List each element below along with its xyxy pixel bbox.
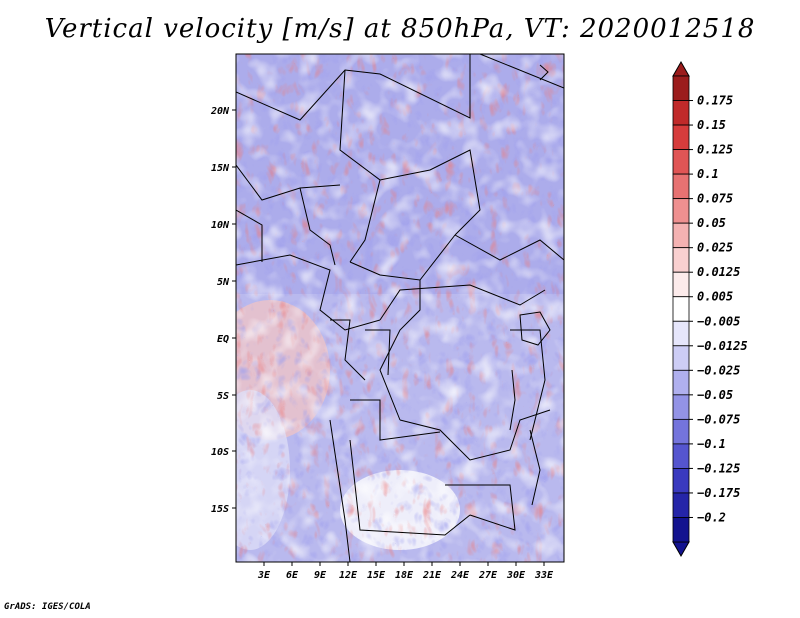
- colorbar-label: 0.075: [697, 192, 733, 206]
- colorbar-label: 0.005: [697, 290, 733, 304]
- colorbar-label: 0.0125: [697, 265, 740, 279]
- lat-label: 10S: [211, 447, 229, 458]
- colorbar-swatch: [672, 443, 690, 469]
- colorbar-min-arrow: [672, 541, 690, 558]
- lat-label: 15N: [211, 163, 230, 174]
- colorbar-swatch: [672, 100, 690, 126]
- colorbar-swatch: [672, 173, 690, 200]
- chart-title: Vertical velocity [m/s] at 850hPa, VT: 2…: [44, 14, 756, 44]
- colorbar-swatch: [672, 222, 690, 249]
- colorbar: 0.175 0.15 0.125 0.1 0.075 0.05 0.025 0.0125 0.0…: [672, 60, 748, 558]
- lat-axis: 20N 15N 10N 5N EQ 5S 10S 15S: [210, 106, 236, 515]
- colorbar-label: 0.15: [697, 118, 726, 132]
- colorbar-swatch: [672, 320, 690, 347]
- lat-label: 20N: [210, 106, 230, 117]
- colorbar-label: 0.175: [697, 94, 733, 108]
- lon-label: 27E: [478, 570, 498, 581]
- colorbar-swatch: [672, 369, 690, 396]
- colorbar-label: 0.025: [697, 241, 733, 255]
- colorbar-swatch: [672, 394, 690, 420]
- colorbar-label: 0.125: [697, 143, 733, 157]
- colorbar-swatch: [672, 75, 690, 101]
- lon-label: 33E: [534, 570, 554, 581]
- colorbar-max-arrow: [672, 60, 690, 77]
- colorbar-swatch: [672, 247, 690, 273]
- colorbar-label: −0.125: [697, 461, 740, 475]
- lat-label: EQ: [217, 334, 229, 345]
- colorbar-label: −0.2: [697, 510, 726, 524]
- colorbar-swatch: [672, 271, 690, 298]
- lon-label: 24E: [450, 570, 470, 581]
- colorbar-label: −0.05: [697, 388, 733, 402]
- colorbar-swatch: [672, 492, 690, 518]
- lon-label: 6E: [286, 570, 299, 581]
- map-panel: [236, 54, 564, 562]
- lon-label: 3E: [257, 570, 271, 581]
- colorbar-label: −0.075: [697, 412, 740, 426]
- country-borders: [236, 54, 564, 562]
- lat-label: 5N: [217, 277, 230, 288]
- colorbar-label: −0.005: [697, 314, 740, 328]
- colorbar-swatch: [672, 345, 690, 371]
- lat-label: 15S: [211, 504, 229, 515]
- grads-credit: GrADS: IGES/COLA: [4, 602, 91, 612]
- colorbar-label: −0.175: [697, 486, 740, 500]
- lakes: [509, 64, 551, 506]
- colorbar-label: −0.1: [697, 437, 726, 451]
- colorbar-label: −0.025: [697, 363, 740, 377]
- colorbar-swatch: [672, 124, 690, 150]
- colorbar-label: 0.1: [697, 167, 719, 181]
- colorbar-label: −0.0125: [697, 339, 748, 353]
- colorbar-swatch: [672, 517, 690, 543]
- colorbar-swatch: [672, 296, 690, 322]
- lon-label: 12E: [339, 570, 358, 581]
- lon-label: 21E: [422, 570, 442, 581]
- lon-label: 18E: [395, 570, 414, 581]
- lon-label: 30E: [506, 570, 526, 581]
- lon-label: 9E: [314, 570, 327, 581]
- colorbar-swatch: [672, 418, 690, 445]
- lat-label: 5S: [217, 391, 229, 402]
- colorbar-label: 0.05: [697, 216, 726, 230]
- colorbar-swatch: [672, 149, 690, 175]
- map-frame: [235, 53, 565, 563]
- colorbar-swatch: [672, 198, 690, 224]
- lat-label: 10N: [211, 220, 230, 231]
- lon-axis: 3E 6E 9E 12E 15E 18E 21E 24E 27E 30E 33E: [257, 562, 554, 581]
- lon-label: 15E: [367, 570, 386, 581]
- colorbar-swatch: [672, 468, 690, 494]
